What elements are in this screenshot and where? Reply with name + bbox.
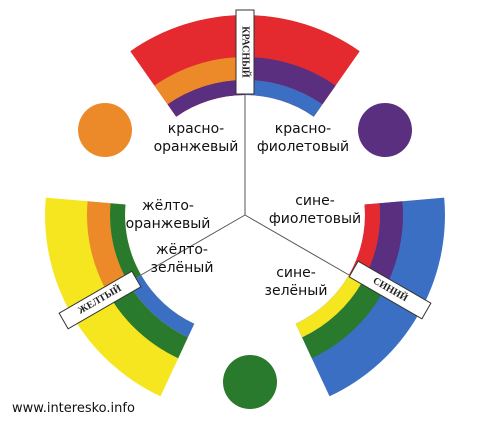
divider [140,214,246,276]
mix-label: оранжевый [154,139,239,155]
purple-circle [358,103,412,157]
arc-band [108,282,188,359]
mix-label: красно- [168,121,224,137]
mix-label: сине- [276,265,316,281]
arc-band [154,57,245,105]
segment-label: КРАСНЫЙ [240,26,252,78]
label-box: КРАСНЫЙ [235,9,255,95]
green-circle [223,355,277,409]
arc-band [302,282,382,359]
arc-band [128,275,195,338]
arc-band [295,275,362,338]
mix-label: жёлто- [142,198,194,214]
divider [244,214,350,276]
arc-band [245,80,323,117]
mix-label: жёлто- [156,242,208,258]
orange-circle [78,103,132,157]
mix-label: оранжевый [126,216,211,232]
arc-band [87,201,129,294]
arc-band [348,203,381,283]
arc-band [167,80,245,117]
mix-label: сине- [295,193,335,209]
mix-label: фиолетовый [269,211,361,227]
mix-label: красно- [275,121,331,137]
mix-label: зелёный [151,260,214,276]
mix-label: зелёный [265,283,328,299]
arcs [45,15,445,397]
arc-band [109,203,142,283]
watermark: www.interesko.info [12,401,135,416]
arc-band [245,57,336,105]
mix-label: фиолетовый [257,139,349,155]
